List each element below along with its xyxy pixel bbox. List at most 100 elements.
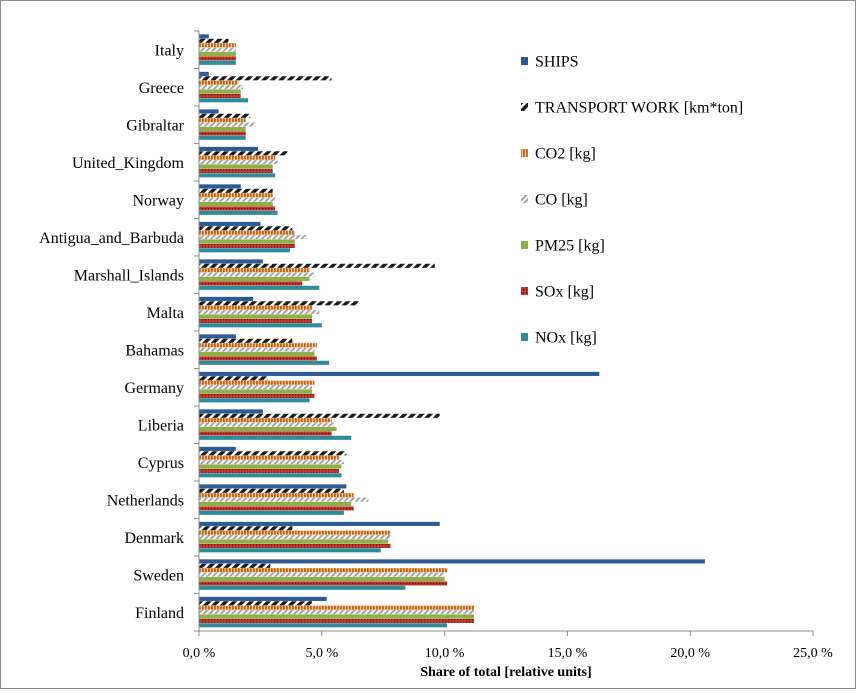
- category-label: Sweden: [133, 567, 184, 584]
- bar-cyprus-series-1: [199, 446, 236, 451]
- bar-norway-series-1: [199, 184, 241, 189]
- category-label: Germany: [124, 380, 184, 397]
- bar-norway-series-6: [199, 206, 276, 211]
- bar-finland-series-4: [199, 610, 475, 615]
- bar-norway-series-2: [199, 188, 273, 193]
- bar-marshall-islands-series-4: [199, 272, 315, 277]
- legend-label: SHIPS: [535, 54, 579, 71]
- bar-malta-series-6: [199, 318, 312, 323]
- bar-germany-series-7: [199, 398, 310, 403]
- bar-liberia-series-7: [199, 435, 352, 440]
- category-label: Gibraltar: [126, 117, 184, 134]
- bar-liberia-series-2: [199, 413, 440, 418]
- bar-cyprus-series-4: [199, 460, 344, 465]
- bar-united-kingdom-series-1: [199, 146, 258, 151]
- legend-label: TRANSPORT WORK [km*ton]: [535, 100, 743, 117]
- legend-swatch: [521, 103, 528, 111]
- bar-sweden-series-3: [199, 568, 448, 573]
- category-label: Greece: [139, 80, 184, 97]
- x-tick-label: 20,0 %: [670, 646, 710, 661]
- bar-liberia-series-3: [199, 418, 332, 423]
- bar-cyprus-series-5: [199, 464, 342, 469]
- category-label: Cyprus: [138, 455, 184, 472]
- bar-united-kingdom-series-5: [199, 164, 273, 169]
- bar-greece-series-7: [199, 98, 249, 103]
- bar-norway-series-4: [199, 197, 276, 202]
- bar-marshall-islands-series-7: [199, 285, 320, 290]
- x-tick-label: 25,0 %: [793, 646, 833, 661]
- bar-liberia-series-5: [199, 426, 337, 432]
- bar-denmark-series-7: [199, 548, 381, 553]
- category-label: Norway: [132, 192, 184, 209]
- bar-finland-series-2: [199, 601, 312, 606]
- bar-greece-series-5: [199, 89, 241, 94]
- x-axis-title: Share of total [relative units]: [420, 665, 591, 680]
- x-tick-label: 0,0 %: [183, 646, 216, 661]
- category-label: Bahamas: [125, 342, 184, 359]
- category-label: Liberia: [138, 417, 184, 434]
- bar-finland-series-7: [199, 623, 448, 628]
- bar-gibraltar-series-3: [199, 118, 246, 123]
- bar-italy-series-3: [199, 43, 236, 48]
- bar-marshall-islands-series-5: [199, 276, 310, 282]
- bar-netherlands-series-3: [199, 493, 354, 498]
- bar-italy-series-5: [199, 51, 236, 57]
- bar-sweden-series-7: [199, 585, 406, 590]
- bar-antigua-and-barbuda-series-5: [199, 239, 295, 244]
- bar-finland-series-3: [199, 605, 475, 610]
- legend-label: NOx [kg]: [535, 330, 597, 347]
- bars-layer: [199, 34, 705, 628]
- legend-label: CO [kg]: [535, 192, 588, 209]
- legend-label: CO2 [kg]: [535, 146, 596, 163]
- bar-netherlands-series-1: [199, 484, 347, 489]
- bar-germany-series-4: [199, 385, 312, 390]
- bar-italy-series-6: [199, 56, 236, 61]
- bar-sweden-series-5: [199, 576, 445, 582]
- bar-denmark-series-3: [199, 530, 391, 535]
- bar-malta-series-5: [199, 314, 312, 319]
- bar-sweden-series-2: [199, 563, 271, 568]
- bar-italy-series-1: [199, 34, 209, 39]
- bar-antigua-and-barbuda-series-4: [199, 235, 308, 240]
- bar-malta-series-1: [199, 296, 254, 301]
- category-label: Antigua_and_Barbuda: [39, 230, 184, 247]
- bar-norway-series-3: [199, 193, 273, 198]
- bar-liberia-series-4: [199, 422, 335, 427]
- bar-cyprus-series-7: [199, 473, 342, 478]
- bar-gibraltar-series-7: [199, 135, 246, 140]
- bar-united-kingdom-series-3: [199, 155, 276, 160]
- bar-netherlands-series-4: [199, 497, 369, 502]
- category-label: United_Kingdom: [72, 155, 185, 172]
- legend-swatch: [521, 57, 528, 65]
- bar-germany-series-3: [199, 380, 315, 385]
- bar-italy-series-7: [199, 60, 236, 65]
- bar-bahamas-series-6: [199, 356, 317, 361]
- bar-netherlands-series-6: [199, 506, 354, 511]
- bar-bahamas-series-1: [199, 334, 236, 339]
- category-label: Italy: [155, 42, 184, 59]
- bar-antigua-and-barbuda-series-6: [199, 243, 295, 248]
- bar-bahamas-series-2: [199, 338, 293, 343]
- bar-denmark-series-4: [199, 535, 391, 540]
- bar-antigua-and-barbuda-series-2: [199, 226, 293, 231]
- bar-sweden-series-6: [199, 581, 448, 586]
- bar-marshall-islands-series-2: [199, 263, 435, 268]
- bar-denmark-series-1: [199, 521, 440, 526]
- bar-greece-series-6: [199, 93, 241, 98]
- bar-cyprus-series-2: [199, 451, 347, 456]
- bar-greece-series-2: [199, 76, 332, 81]
- category-label: Finland: [135, 605, 184, 622]
- legend-swatch: [521, 195, 528, 203]
- bar-finland-series-5: [199, 614, 475, 619]
- bar-antigua-and-barbuda-series-3: [199, 230, 295, 235]
- axis-layer: Italy Greece Gibraltar United_Kingdom Norway…: [39, 30, 833, 661]
- bar-cyprus-series-3: [199, 455, 339, 460]
- legend-label: SOx [kg]: [535, 284, 594, 301]
- bar-germany-series-5: [199, 389, 312, 394]
- legend-swatch: [521, 241, 528, 249]
- bar-denmark-series-5: [199, 539, 389, 544]
- bar-finland-series-1: [199, 596, 327, 601]
- bar-malta-series-7: [199, 323, 322, 328]
